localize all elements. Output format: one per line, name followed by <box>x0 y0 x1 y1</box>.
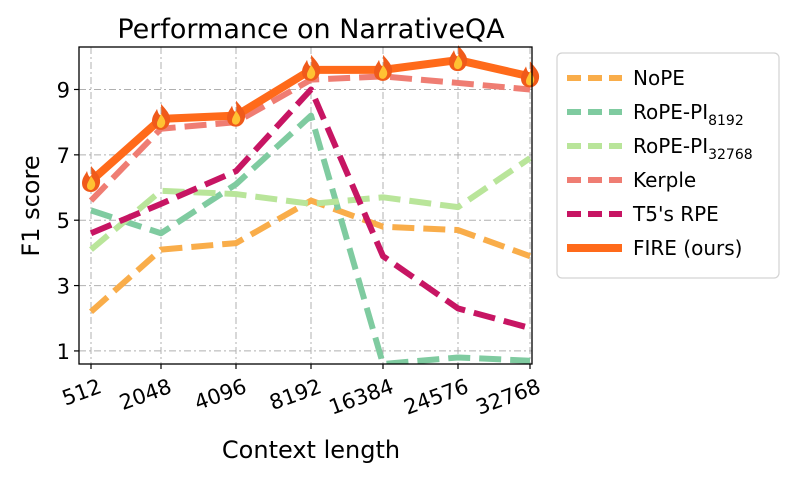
series-line-0 <box>89 197 532 314</box>
series-line-2 <box>89 155 532 252</box>
x-tick-label: 4096 <box>191 374 249 415</box>
legend-label-1: RoPE-PI8192 <box>633 100 744 129</box>
legend-label-4: T5's RPE <box>632 202 719 226</box>
grid-lines <box>79 47 532 364</box>
x-tick-label: 8192 <box>266 374 324 415</box>
y-ticks: 1 3 5 7 9 <box>57 78 79 364</box>
x-axis-label: Context length <box>222 436 400 464</box>
y-tick-label: 3 <box>57 275 70 299</box>
x-ticks: 512 2048 4096 8192 16384 24576 32768 <box>59 364 544 420</box>
y-tick-label: 7 <box>57 144 70 168</box>
fire-icon <box>227 100 246 127</box>
x-tick-label: 16384 <box>326 374 397 419</box>
x-tick-label: 512 <box>59 374 105 410</box>
chart-title: Performance on NarrativeQA <box>117 14 505 45</box>
y-tick-label: 5 <box>57 209 70 233</box>
x-tick-label: 32768 <box>473 374 544 419</box>
y-tick-label: 9 <box>57 78 70 102</box>
series-line-1 <box>90 112 531 364</box>
x-tick-label: 2048 <box>116 374 174 415</box>
y-tick-label: 1 <box>57 340 70 364</box>
y-axis-label: F1 score <box>17 155 45 256</box>
legend: NoPE RoPE-PI8192 RoPE-PI32768 Kerple T5's RP… <box>556 52 780 279</box>
plot-frame <box>78 46 533 365</box>
x-tick-label: 24576 <box>401 374 472 419</box>
series-line-4 <box>89 86 531 331</box>
legend-label-2: RoPE-PI32768 <box>633 134 753 163</box>
legend-label-3: Kerple <box>633 168 696 192</box>
legend-label-0: NoPE <box>633 66 685 90</box>
legend-label-5: FIRE (ours) <box>633 236 742 260</box>
